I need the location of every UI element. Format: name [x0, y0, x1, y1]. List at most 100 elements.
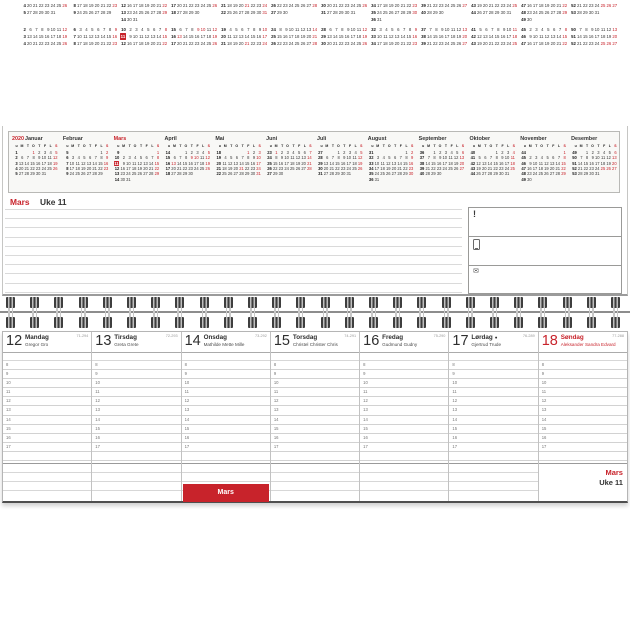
week-number: 10 [121, 27, 126, 32]
day-number: 27 [391, 171, 397, 177]
weekday-label: u [66, 144, 69, 148]
spiral-wire [156, 305, 159, 321]
day-number: 27 [94, 10, 100, 15]
day-number: 21 [397, 165, 402, 171]
day-number: 25 [512, 41, 518, 46]
spiral-clip-bottom [151, 317, 161, 328]
day-number: 23 [44, 41, 50, 46]
flipped-strip-month: 15 6 7 8 9 10 11 12 16 13 14 15 16 17 18 19 17 20 21 22 23 24… [168, 26, 218, 47]
week-number: 30 [321, 41, 326, 46]
week-number: 35 [368, 171, 374, 177]
day-number: 9 [343, 155, 346, 161]
day-header: 14 Onsdag Mathilde Mette Mille 73-292 [181, 332, 270, 353]
day-number: 3 [135, 27, 138, 32]
hour-row: 9 [3, 370, 92, 380]
day-header-text: Fredag Gudmund Gudny [382, 334, 448, 348]
weekday-label: T [382, 144, 385, 148]
day-number: 5 [91, 27, 94, 32]
day-number: 4 [512, 149, 515, 155]
flipped-strip-row: 33 10 11 12 13 14 15 16 [370, 33, 418, 40]
day-number: 27 [18, 171, 24, 177]
day-number: 16 [412, 34, 418, 39]
day-number: 19 [81, 165, 86, 171]
mini-month-week-row: 49 30 [520, 177, 568, 182]
day-number: 22 [38, 3, 44, 8]
spiral-wire-unit [30, 297, 40, 328]
day-number: 13 [394, 34, 400, 39]
day-number: 6 [393, 155, 397, 161]
day-number: 29 [432, 10, 438, 15]
note-row [181, 464, 270, 474]
spiral-wire-unit [223, 297, 233, 328]
day-number: 15 [493, 160, 498, 166]
day-number: 5 [230, 155, 233, 161]
day-number: 28 [32, 10, 38, 15]
mini-month-week-row: 27 1 2 3 4 5 [317, 150, 365, 155]
spiral-clip-bottom [369, 317, 378, 328]
day-number [408, 177, 414, 182]
day-number: 12 [300, 27, 306, 32]
hour-row: 14 [449, 416, 538, 425]
day-number: 19 [88, 3, 94, 8]
day-number: 24 [126, 171, 131, 177]
day-number: 28 [176, 171, 182, 177]
spiral-clip-bottom [611, 317, 620, 328]
day-number: 19 [357, 160, 363, 166]
day-number: 14 [425, 160, 430, 166]
day-number: 18 [356, 34, 362, 39]
weekday-label: F [501, 144, 504, 148]
day-number: 29 [335, 171, 340, 177]
spiral-wire [613, 305, 615, 321]
mini-month-mai: Mai u M T O T F L S 18 1 2 3 19 4 5 6 7 8 9 10 20 11 12 13 14 15 16… [212, 132, 263, 192]
day-number: 1 [433, 149, 436, 155]
day-number: 25 [294, 3, 300, 8]
day-number: 29 [162, 10, 168, 15]
day-number: 18 [227, 3, 232, 8]
day-number: 12 [606, 155, 611, 161]
mini-month-week-row: 36 1 2 3 4 5 6 [419, 150, 467, 155]
spiral-wire [447, 305, 449, 321]
note-row [3, 464, 92, 474]
day-number: 10 [132, 34, 138, 39]
mini-month-week-row: 35 24 25 26 27 28 29 30 [368, 171, 416, 176]
day-number: 29 [561, 171, 566, 177]
day-number: 5 [235, 27, 238, 32]
mini-month-week-row: 8 17 18 19 20 21 22 23 [63, 166, 111, 171]
day-number: 6 [614, 149, 617, 155]
day-number: 5 [456, 149, 459, 155]
day-number: 22 [493, 165, 498, 171]
day-number: 19 [477, 3, 482, 8]
day-number: 4 [77, 155, 80, 161]
mini-month-name: Februar [62, 136, 83, 142]
day-number: 8 [433, 155, 436, 161]
day-number: 16 [282, 34, 288, 39]
note-row [360, 473, 449, 483]
day-number: 25 [206, 41, 212, 46]
day-number: 5 [83, 155, 86, 161]
day-number: 11 [222, 160, 227, 166]
day-number: 2 [529, 155, 532, 161]
weekday-label: M [122, 144, 126, 148]
week-number: 31 [368, 149, 374, 155]
day-number: 26 [606, 41, 612, 46]
day-number: 18 [510, 160, 515, 166]
mini-month-week-row: 53 28 29 30 31 [571, 171, 619, 176]
empty-row [270, 353, 360, 361]
day-number: 5 [360, 149, 363, 155]
day-number: 17 [69, 165, 75, 171]
day-number: 30 [282, 10, 288, 15]
day-number: 9 [591, 27, 594, 32]
week-number: 3 [15, 160, 18, 166]
day-number: 18 [382, 41, 388, 46]
mini-month-name: Mai [215, 136, 225, 142]
day-number: 21 [244, 41, 250, 46]
day-number: 25 [352, 165, 357, 171]
spiral-wire [371, 305, 373, 321]
day-number: 2 [343, 149, 346, 155]
week-number: 49 [521, 17, 526, 22]
day-number: 8 [108, 27, 112, 32]
day-number: 26 [544, 171, 549, 177]
day-number: 14 [32, 34, 38, 39]
day-number: 25 [222, 171, 227, 177]
